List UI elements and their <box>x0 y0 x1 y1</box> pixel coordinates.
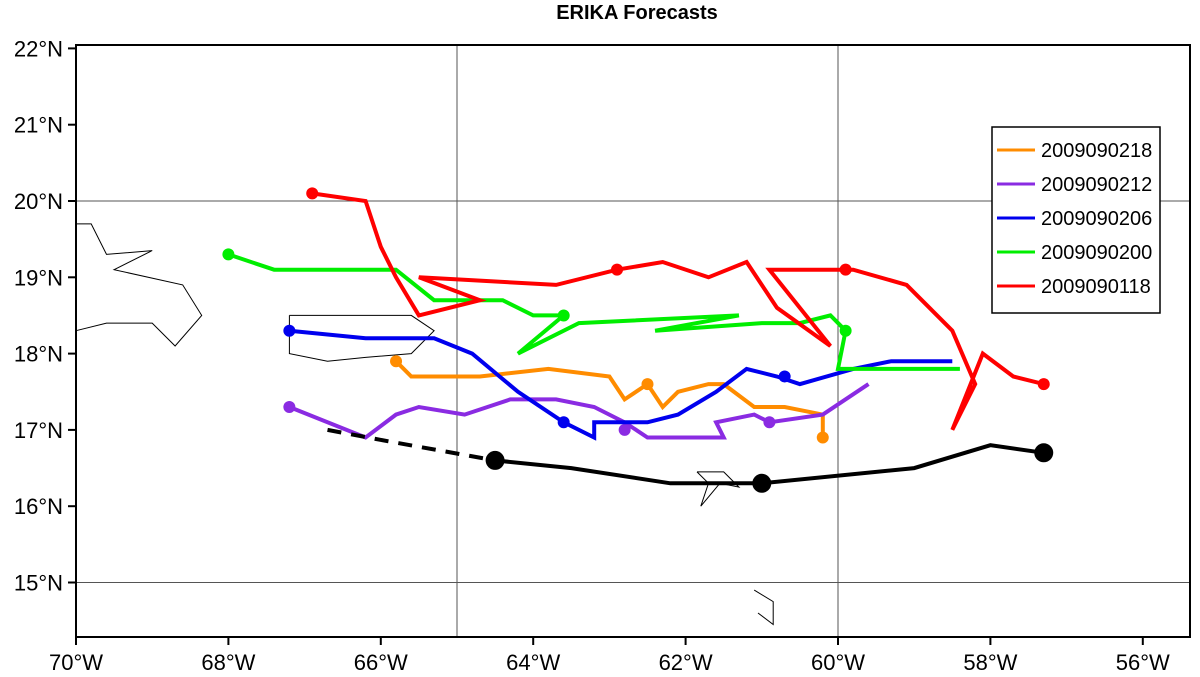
observed-track-dashed <box>327 427 496 463</box>
legend-label: 2009090200 <box>1041 242 1152 264</box>
track-point-2009090118 <box>611 263 624 276</box>
x-tick-label: 64°W <box>506 650 560 675</box>
x-tick-label: 60°W <box>811 650 865 675</box>
observed-track-point <box>1034 443 1054 463</box>
x-tick-label: 58°W <box>963 650 1017 675</box>
track-line-2009090212 <box>288 382 870 440</box>
y-tick-label: 18°N <box>14 342 63 367</box>
track-point-2009090206 <box>283 324 296 337</box>
observed-track-point <box>485 450 505 470</box>
track-point-2009090218 <box>390 355 403 368</box>
track-point-2009090218 <box>641 378 654 391</box>
forecast-tracks <box>222 187 1050 444</box>
track-point-2009090218 <box>816 431 829 444</box>
legend-label: 2009090118 <box>1041 276 1151 298</box>
chart-title: ERIKA Forecasts <box>556 2 718 24</box>
observed-track-point <box>752 473 772 493</box>
y-tick-label: 20°N <box>14 189 63 214</box>
y-axis-ticks: 22°N 21°N 20°N 19°N 18°N 17°N 16°N 15°N <box>14 36 76 596</box>
track-line-2009090218 <box>394 359 825 438</box>
legend-box <box>991 126 1161 314</box>
track-point-2009090118 <box>1037 378 1050 391</box>
y-tick-label: 15°N <box>14 571 63 596</box>
x-tick-label: 68°W <box>201 650 255 675</box>
x-tick-label: 56°W <box>1116 650 1170 675</box>
y-tick-label: 21°N <box>14 113 63 138</box>
track-point-2009090212 <box>763 416 776 429</box>
track-point-2009090212 <box>283 401 296 414</box>
legend: 2009090218 2009090212 2009090206 2009090200… <box>991 126 1161 314</box>
coastline <box>75 223 203 347</box>
track-point-2009090118 <box>306 187 319 200</box>
track-line-2009090206 <box>289 328 953 441</box>
coastline <box>753 589 774 626</box>
x-tick-label: 70°W <box>49 650 103 675</box>
track-line-2009090118 <box>311 191 1045 431</box>
legend-label: 2009090212 <box>1041 174 1152 196</box>
track-point-2009090200 <box>839 324 852 337</box>
x-tick-label: 62°W <box>659 650 713 675</box>
y-tick-label: 17°N <box>14 418 63 443</box>
legend-label: 2009090206 <box>1041 208 1152 230</box>
y-tick-label: 16°N <box>14 494 63 519</box>
plot-frame <box>75 44 1191 638</box>
observed-track <box>327 427 1054 493</box>
track-point-2009090200 <box>222 248 235 261</box>
track-point-2009090118 <box>839 263 852 276</box>
track-point-2009090212 <box>618 423 631 436</box>
track-point-2009090206 <box>778 370 791 383</box>
track-point-2009090200 <box>557 309 570 322</box>
y-tick-label: 22°N <box>14 36 63 61</box>
track-line-2009090200 <box>227 252 960 371</box>
y-tick-label: 19°N <box>14 265 63 290</box>
legend-label: 2009090218 <box>1041 140 1152 162</box>
coastline <box>288 314 435 362</box>
x-tick-label: 66°W <box>354 650 408 675</box>
x-axis-ticks: 70°W 68°W 66°W 64°W 62°W 60°W 58°W 56°W <box>49 637 1170 675</box>
track-point-2009090206 <box>557 416 570 429</box>
